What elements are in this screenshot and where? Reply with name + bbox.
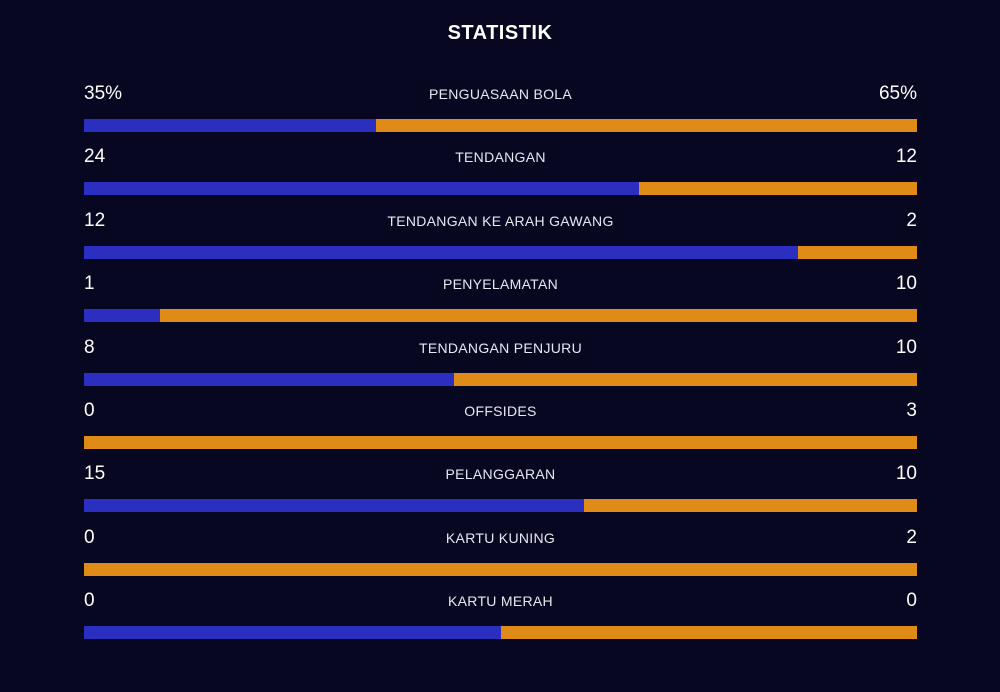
stat-bar	[84, 182, 917, 196]
stat-row-offsides: 0 OFFSIDES 3	[84, 398, 917, 461]
page-title: STATISTIK	[447, 22, 553, 44]
stat-bar-away	[583, 499, 917, 513]
stat-bar	[84, 626, 917, 640]
stat-home-value: 0	[84, 399, 95, 421]
stat-label: TENDANGAN PENJURU	[418, 339, 582, 356]
stat-bar-home	[84, 245, 798, 259]
stat-home-value: 0	[84, 526, 95, 548]
stat-label: PENGUASAAN BOLA	[429, 86, 572, 102]
stat-home-value: 1	[84, 273, 95, 295]
stat-away-value: 10	[895, 273, 917, 295]
stat-label: KARTU KUNING	[445, 529, 556, 546]
stat-bar-home	[84, 309, 160, 323]
stat-away-value: 10	[895, 463, 917, 485]
stat-label: KARTU MERAH	[448, 593, 553, 610]
stat-label: PELANGGARAN	[445, 466, 556, 483]
stat-away-value: 3	[906, 399, 917, 421]
stat-away-value: 0	[906, 590, 917, 612]
stat-row-shots: 24 TENDANGAN 12	[84, 144, 917, 207]
stat-away-value: 12	[895, 146, 917, 168]
stat-bar-away	[84, 562, 917, 576]
stat-bar-away	[84, 435, 917, 449]
stat-row-saves: 1 PENYELAMATAN 10	[84, 271, 917, 334]
stat-bar-away	[375, 119, 917, 132]
stat-bar-home	[84, 372, 455, 386]
stat-row-shots-on-target: 12 TENDANGAN KE ARAH GAWANG 2	[84, 208, 917, 271]
stat-bar-away	[500, 626, 917, 640]
stat-bar-home	[84, 626, 501, 640]
stat-bar-home	[84, 499, 584, 513]
stat-home-value: 0	[84, 590, 95, 612]
stat-row-possession: 35% PENGUASAAN BOLA 65%	[84, 81, 917, 144]
stat-home-value: 12	[84, 209, 106, 231]
stat-bar	[84, 499, 917, 513]
stat-row-corners: 8 TENDANGAN PENJURU 10	[84, 335, 917, 398]
stats-list: 35% PENGUASAAN BOLA 65% 24 TENDANGAN 12	[84, 81, 917, 652]
stat-away-value: 2	[906, 209, 917, 231]
stat-bar-home	[84, 119, 376, 132]
stat-home-value: 24	[84, 146, 106, 168]
stat-row-red-cards: 0 KARTU MERAH 0	[84, 588, 917, 651]
stat-away-value: 10	[895, 336, 917, 358]
stat-row-fouls: 15 PELANGGARAN 10	[84, 461, 917, 524]
stat-bar-away	[639, 182, 917, 196]
stat-away-value: 65%	[878, 83, 917, 104]
stat-bar	[84, 435, 917, 449]
stat-home-value: 8	[84, 336, 95, 358]
stat-bar	[84, 372, 917, 386]
stat-label: PENYELAMATAN	[442, 276, 559, 293]
stat-bar	[84, 245, 917, 259]
stat-label: OFFSIDES	[464, 402, 537, 419]
stat-label: TENDANGAN KE ARAH GAWANG	[387, 212, 614, 229]
stat-bar	[84, 119, 917, 132]
stat-bar-away	[454, 372, 917, 386]
stat-bar-home	[84, 182, 640, 196]
stat-home-value: 15	[84, 463, 106, 485]
stat-row-yellow-cards: 0 KARTU KUNING 2	[84, 525, 917, 588]
stat-bar	[84, 562, 917, 576]
stat-away-value: 2	[906, 526, 917, 548]
stat-bar-away	[159, 309, 917, 323]
stat-bar	[84, 309, 917, 323]
stat-home-value: 35%	[84, 83, 123, 104]
stat-label: TENDANGAN	[455, 149, 546, 166]
stat-bar-away	[797, 245, 917, 259]
